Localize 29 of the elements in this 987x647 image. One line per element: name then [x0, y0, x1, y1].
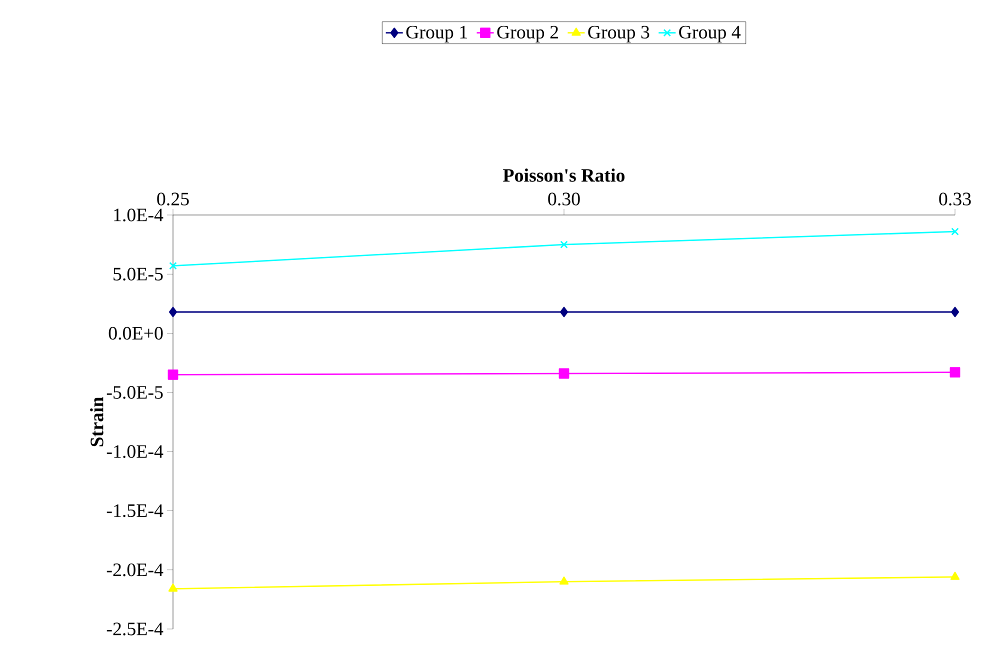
point — [169, 262, 177, 270]
point — [950, 306, 960, 318]
y-axis-title: Strain — [90, 397, 104, 446]
point — [560, 240, 568, 248]
point — [559, 576, 569, 585]
legend-label: Group 2 — [497, 26, 558, 42]
legend-label: Group 4 — [679, 26, 741, 42]
point — [951, 228, 959, 236]
x-tick-label: 0.30 — [548, 192, 580, 206]
y-tick-label: 0.0E+0 — [108, 326, 163, 340]
y-tick-label: -2.5E-4 — [106, 622, 164, 636]
legend-label: Group 3 — [588, 26, 650, 42]
point — [950, 572, 960, 580]
point — [558, 368, 570, 379]
y-tick-label: 5.0E-5 — [114, 268, 163, 281]
y-tick-label: -2.0E-4 — [106, 563, 164, 576]
y-tick-label: -1.5E-4 — [106, 504, 164, 518]
legend-label: Group 1 — [406, 26, 467, 42]
point — [560, 306, 568, 318]
point — [168, 584, 178, 592]
y-tick-label: 1.0E-4 — [114, 208, 164, 222]
y-tick-label: -1.0E-4 — [106, 445, 164, 458]
x-tick-label: 0.25 — [157, 192, 189, 206]
point — [950, 367, 960, 378]
point — [168, 369, 178, 380]
x-axis-title: Poisson's Ratio — [503, 168, 625, 182]
point — [168, 306, 178, 318]
x-tick-label: 0.33 — [939, 192, 971, 206]
y-tick-label: -5.0E-5 — [106, 386, 163, 399]
